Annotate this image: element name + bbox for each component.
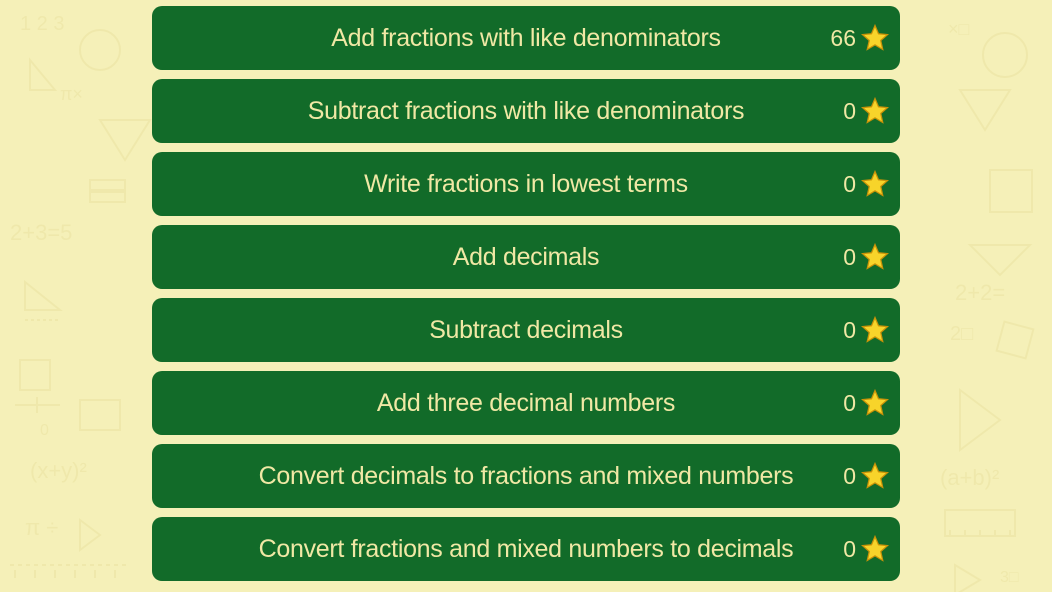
svg-text:3□: 3□ xyxy=(1000,569,1019,586)
topic-label: Add decimals xyxy=(152,243,900,272)
svg-text:1 2 3: 1 2 3 xyxy=(20,13,64,35)
score-value: 0 xyxy=(843,244,856,271)
star-icon xyxy=(860,23,890,53)
svg-text:π×: π× xyxy=(60,84,83,104)
topic-row[interactable]: Convert decimals to fractions and mixed … xyxy=(152,444,900,508)
star-icon xyxy=(860,461,890,491)
topic-label: Subtract fractions with like denominator… xyxy=(152,97,900,126)
svg-text:2+2=: 2+2= xyxy=(955,280,1005,305)
svg-text:×□: ×□ xyxy=(948,19,970,39)
star-icon xyxy=(860,169,890,199)
svg-text:(x+y)²: (x+y)² xyxy=(30,458,87,483)
score-value: 0 xyxy=(843,463,856,490)
score-value: 66 xyxy=(830,25,856,52)
topic-label: Add fractions with like denominators xyxy=(152,24,900,53)
topic-row[interactable]: Add decimals 0 xyxy=(152,225,900,289)
topic-label: Convert fractions and mixed numbers to d… xyxy=(152,535,900,564)
score-area: 0 xyxy=(843,169,890,199)
score-area: 0 xyxy=(843,388,890,418)
topic-row[interactable]: Subtract decimals 0 xyxy=(152,298,900,362)
topic-row[interactable]: Convert fractions and mixed numbers to d… xyxy=(152,517,900,581)
score-value: 0 xyxy=(843,317,856,344)
svg-text:π ÷: π ÷ xyxy=(25,515,58,540)
star-icon xyxy=(860,534,890,564)
score-area: 0 xyxy=(843,534,890,564)
svg-text:(a+b)²: (a+b)² xyxy=(940,465,999,490)
star-icon xyxy=(860,96,890,126)
topic-label: Write fractions in lowest terms xyxy=(152,170,900,199)
star-icon xyxy=(860,388,890,418)
svg-text:2+3=5: 2+3=5 xyxy=(10,220,72,245)
svg-text:2□: 2□ xyxy=(950,323,973,345)
topic-row[interactable]: Add fractions with like denominators 66 xyxy=(152,6,900,70)
topic-row[interactable]: Subtract fractions with like denominator… xyxy=(152,79,900,143)
score-area: 0 xyxy=(843,96,890,126)
topic-label: Convert decimals to fractions and mixed … xyxy=(152,462,900,491)
score-area: 0 xyxy=(843,242,890,272)
score-value: 0 xyxy=(843,98,856,125)
score-value: 0 xyxy=(843,390,856,417)
score-area: 66 xyxy=(830,23,890,53)
topic-label: Subtract decimals xyxy=(152,316,900,345)
score-area: 0 xyxy=(843,315,890,345)
topic-row[interactable]: Write fractions in lowest terms 0 xyxy=(152,152,900,216)
topic-row[interactable]: Add three decimal numbers 0 xyxy=(152,371,900,435)
score-value: 0 xyxy=(843,536,856,563)
topic-label: Add three decimal numbers xyxy=(152,389,900,418)
star-icon xyxy=(860,315,890,345)
score-area: 0 xyxy=(843,461,890,491)
score-value: 0 xyxy=(843,171,856,198)
svg-text:0: 0 xyxy=(40,422,49,439)
star-icon xyxy=(860,242,890,272)
